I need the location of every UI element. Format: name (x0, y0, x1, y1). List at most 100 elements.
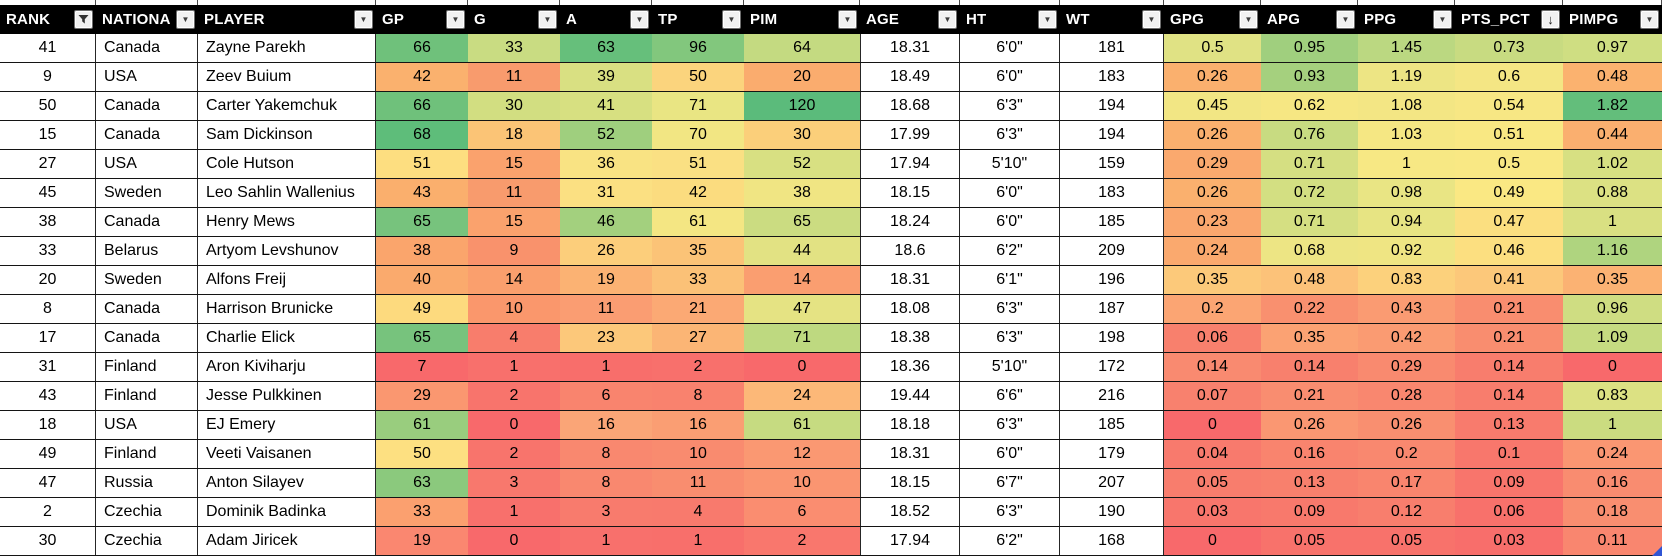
cell-apg[interactable]: 0.05 (1261, 527, 1358, 555)
cell-apg[interactable]: 0.14 (1261, 353, 1358, 381)
cell-gp[interactable]: 68 (376, 121, 468, 149)
cell-gpg[interactable]: 0.26 (1164, 179, 1261, 207)
cell-pts_pct[interactable]: 0.03 (1455, 527, 1563, 555)
cell-age[interactable]: 18.15 (860, 469, 960, 497)
dropdown-button-g[interactable]: ▼ (538, 10, 557, 29)
cell-ht[interactable]: 6'0" (960, 63, 1060, 91)
cell-ppg[interactable]: 1.45 (1358, 34, 1455, 62)
cell-a[interactable]: 36 (560, 150, 652, 178)
cell-tp[interactable]: 11 (652, 469, 744, 497)
cell-pim[interactable]: 6 (744, 498, 860, 526)
cell-pimpg[interactable]: 0.35 (1563, 266, 1662, 294)
cell-ht[interactable]: 6'0" (960, 440, 1060, 468)
cell-player[interactable]: Henry Mews (198, 208, 376, 236)
cell-pim[interactable]: 120 (744, 92, 860, 120)
cell-apg[interactable]: 0.48 (1261, 266, 1358, 294)
cell-age[interactable]: 18.31 (860, 266, 960, 294)
cell-wt[interactable]: 168 (1060, 527, 1164, 555)
cell-apg[interactable]: 0.22 (1261, 295, 1358, 323)
cell-pimpg[interactable]: 0.18 (1563, 498, 1662, 526)
cell-nationality[interactable]: USA (96, 150, 198, 178)
cell-wt[interactable]: 194 (1060, 92, 1164, 120)
cell-rank[interactable]: 49 (0, 440, 96, 468)
cell-a[interactable]: 8 (560, 469, 652, 497)
cell-gpg[interactable]: 0.2 (1164, 295, 1261, 323)
cell-tp[interactable]: 4 (652, 498, 744, 526)
cell-age[interactable]: 19.44 (860, 382, 960, 410)
cell-tp[interactable]: 42 (652, 179, 744, 207)
cell-pimpg[interactable]: 0.48 (1563, 63, 1662, 91)
cell-ht[interactable]: 6'3" (960, 411, 1060, 439)
cell-player[interactable]: Harrison Brunicke (198, 295, 376, 323)
cell-player[interactable]: Alfons Freij (198, 266, 376, 294)
cell-tp[interactable]: 21 (652, 295, 744, 323)
cell-rank[interactable]: 30 (0, 527, 96, 555)
cell-gp[interactable]: 66 (376, 34, 468, 62)
cell-gpg[interactable]: 0.03 (1164, 498, 1261, 526)
cell-ppg[interactable]: 0.12 (1358, 498, 1455, 526)
cell-pts_pct[interactable]: 0.21 (1455, 295, 1563, 323)
cell-pim[interactable]: 61 (744, 411, 860, 439)
cell-player[interactable]: Zeev Buium (198, 63, 376, 91)
cell-pts_pct[interactable]: 0.06 (1455, 498, 1563, 526)
cell-pimpg[interactable]: 0.96 (1563, 295, 1662, 323)
cell-a[interactable]: 8 (560, 440, 652, 468)
cell-ht[interactable]: 6'3" (960, 92, 1060, 120)
cell-player[interactable]: Cole Hutson (198, 150, 376, 178)
cell-rank[interactable]: 45 (0, 179, 96, 207)
cell-g[interactable]: 0 (468, 411, 560, 439)
cell-g[interactable]: 33 (468, 34, 560, 62)
cell-apg[interactable]: 0.21 (1261, 382, 1358, 410)
cell-pimpg[interactable]: 0.24 (1563, 440, 1662, 468)
cell-apg[interactable]: 0.76 (1261, 121, 1358, 149)
cell-wt[interactable]: 207 (1060, 469, 1164, 497)
cell-a[interactable]: 63 (560, 34, 652, 62)
cell-tp[interactable]: 50 (652, 63, 744, 91)
cell-g[interactable]: 9 (468, 237, 560, 265)
cell-age[interactable]: 18.31 (860, 34, 960, 62)
cell-nationality[interactable]: Sweden (96, 179, 198, 207)
cell-pimpg[interactable]: 1 (1563, 208, 1662, 236)
cell-apg[interactable]: 0.71 (1261, 208, 1358, 236)
cell-pim[interactable]: 64 (744, 34, 860, 62)
cell-ht[interactable]: 6'2" (960, 527, 1060, 555)
cell-tp[interactable]: 16 (652, 411, 744, 439)
cell-nationality[interactable]: Finland (96, 353, 198, 381)
cell-wt[interactable]: 179 (1060, 440, 1164, 468)
cell-pts_pct[interactable]: 0.6 (1455, 63, 1563, 91)
cell-pimpg[interactable]: 0.88 (1563, 179, 1662, 207)
cell-g[interactable]: 30 (468, 92, 560, 120)
cell-ppg[interactable]: 1.08 (1358, 92, 1455, 120)
cell-g[interactable]: 0 (468, 527, 560, 555)
cell-tp[interactable]: 96 (652, 34, 744, 62)
cell-ppg[interactable]: 0.17 (1358, 469, 1455, 497)
cell-g[interactable]: 2 (468, 382, 560, 410)
cell-ppg[interactable]: 0.2 (1358, 440, 1455, 468)
cell-player[interactable]: Sam Dickinson (198, 121, 376, 149)
cell-rank[interactable]: 20 (0, 266, 96, 294)
cell-apg[interactable]: 0.93 (1261, 63, 1358, 91)
cell-pim[interactable]: 44 (744, 237, 860, 265)
cell-tp[interactable]: 61 (652, 208, 744, 236)
cell-nationality[interactable]: Sweden (96, 266, 198, 294)
cell-nationality[interactable]: USA (96, 411, 198, 439)
cell-ht[interactable]: 6'1" (960, 266, 1060, 294)
cell-gpg[interactable]: 0.23 (1164, 208, 1261, 236)
cell-pts_pct[interactable]: 0.14 (1455, 382, 1563, 410)
cell-tp[interactable]: 27 (652, 324, 744, 352)
cell-gp[interactable]: 65 (376, 208, 468, 236)
cell-pim[interactable]: 65 (744, 208, 860, 236)
dropdown-button-tp[interactable]: ▼ (722, 10, 741, 29)
cell-nationality[interactable]: Canada (96, 121, 198, 149)
cell-a[interactable]: 46 (560, 208, 652, 236)
cell-ht[interactable]: 6'3" (960, 295, 1060, 323)
cell-rank[interactable]: 27 (0, 150, 96, 178)
dropdown-button-apg[interactable]: ▼ (1336, 10, 1355, 29)
cell-gpg[interactable]: 0.26 (1164, 63, 1261, 91)
cell-age[interactable]: 18.08 (860, 295, 960, 323)
dropdown-button-age[interactable]: ▼ (938, 10, 957, 29)
cell-ht[interactable]: 6'0" (960, 179, 1060, 207)
cell-wt[interactable]: 209 (1060, 237, 1164, 265)
dropdown-button-gpg[interactable]: ▼ (1239, 10, 1258, 29)
cell-a[interactable]: 31 (560, 179, 652, 207)
